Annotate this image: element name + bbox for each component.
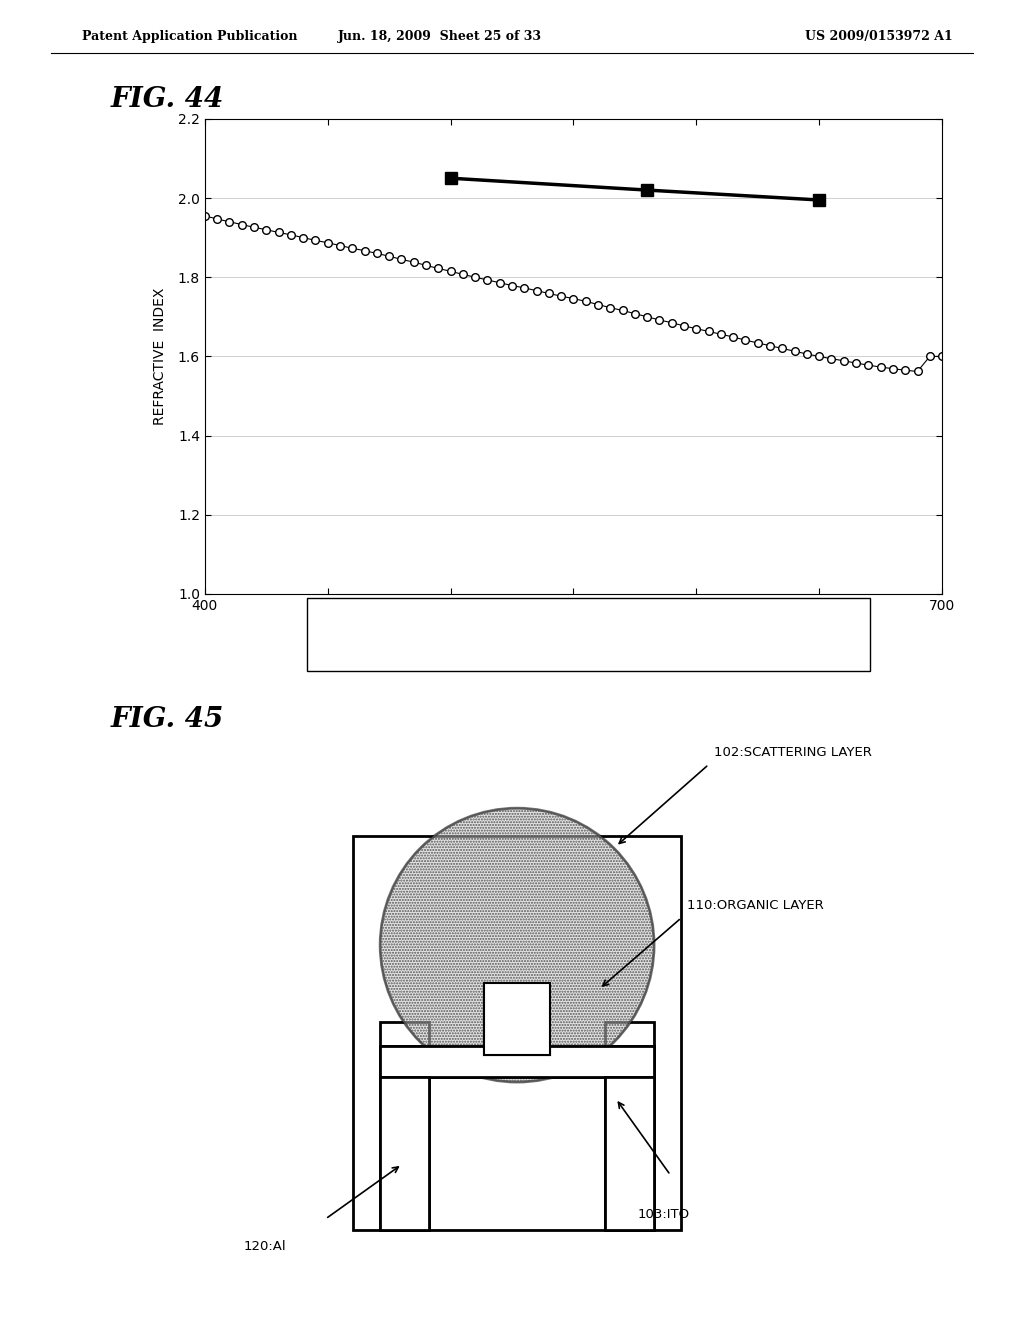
Text: 120:Al: 120:Al bbox=[244, 1239, 286, 1253]
Bar bbox=[380, 1022, 429, 1230]
Bar bbox=[353, 836, 681, 1230]
Bar bbox=[380, 1047, 654, 1077]
Text: GLASS FOR LIGHT SCATTERING LAYER: GLASS FOR LIGHT SCATTERING LAYER bbox=[394, 648, 657, 661]
Text: FIG. 44: FIG. 44 bbox=[111, 86, 224, 112]
Text: Jun. 18, 2009  Sheet 25 of 33: Jun. 18, 2009 Sheet 25 of 33 bbox=[338, 30, 543, 44]
Text: US 2009/0153972 A1: US 2009/0153972 A1 bbox=[805, 30, 952, 44]
Ellipse shape bbox=[380, 808, 654, 1082]
Text: ITO: ITO bbox=[394, 611, 418, 626]
Bar bbox=[484, 983, 550, 1055]
Text: FIG. 45: FIG. 45 bbox=[111, 706, 224, 733]
Text: Patent Application Publication: Patent Application Publication bbox=[82, 30, 297, 44]
Bar bbox=[380, 1077, 429, 1230]
Text: 102:SCATTERING LAYER: 102:SCATTERING LAYER bbox=[715, 746, 872, 759]
Bar bbox=[484, 983, 550, 1055]
X-axis label: TEMPERATURE  (°C): TEMPERATURE (°C) bbox=[498, 618, 649, 634]
Text: 103:ITO: 103:ITO bbox=[638, 1208, 690, 1221]
Bar bbox=[605, 1077, 654, 1230]
Text: 110:ORGANIC LAYER: 110:ORGANIC LAYER bbox=[687, 899, 823, 912]
Bar bbox=[380, 1047, 654, 1077]
Y-axis label: REFRACTIVE  INDEX: REFRACTIVE INDEX bbox=[153, 288, 167, 425]
Bar bbox=[605, 1022, 654, 1230]
